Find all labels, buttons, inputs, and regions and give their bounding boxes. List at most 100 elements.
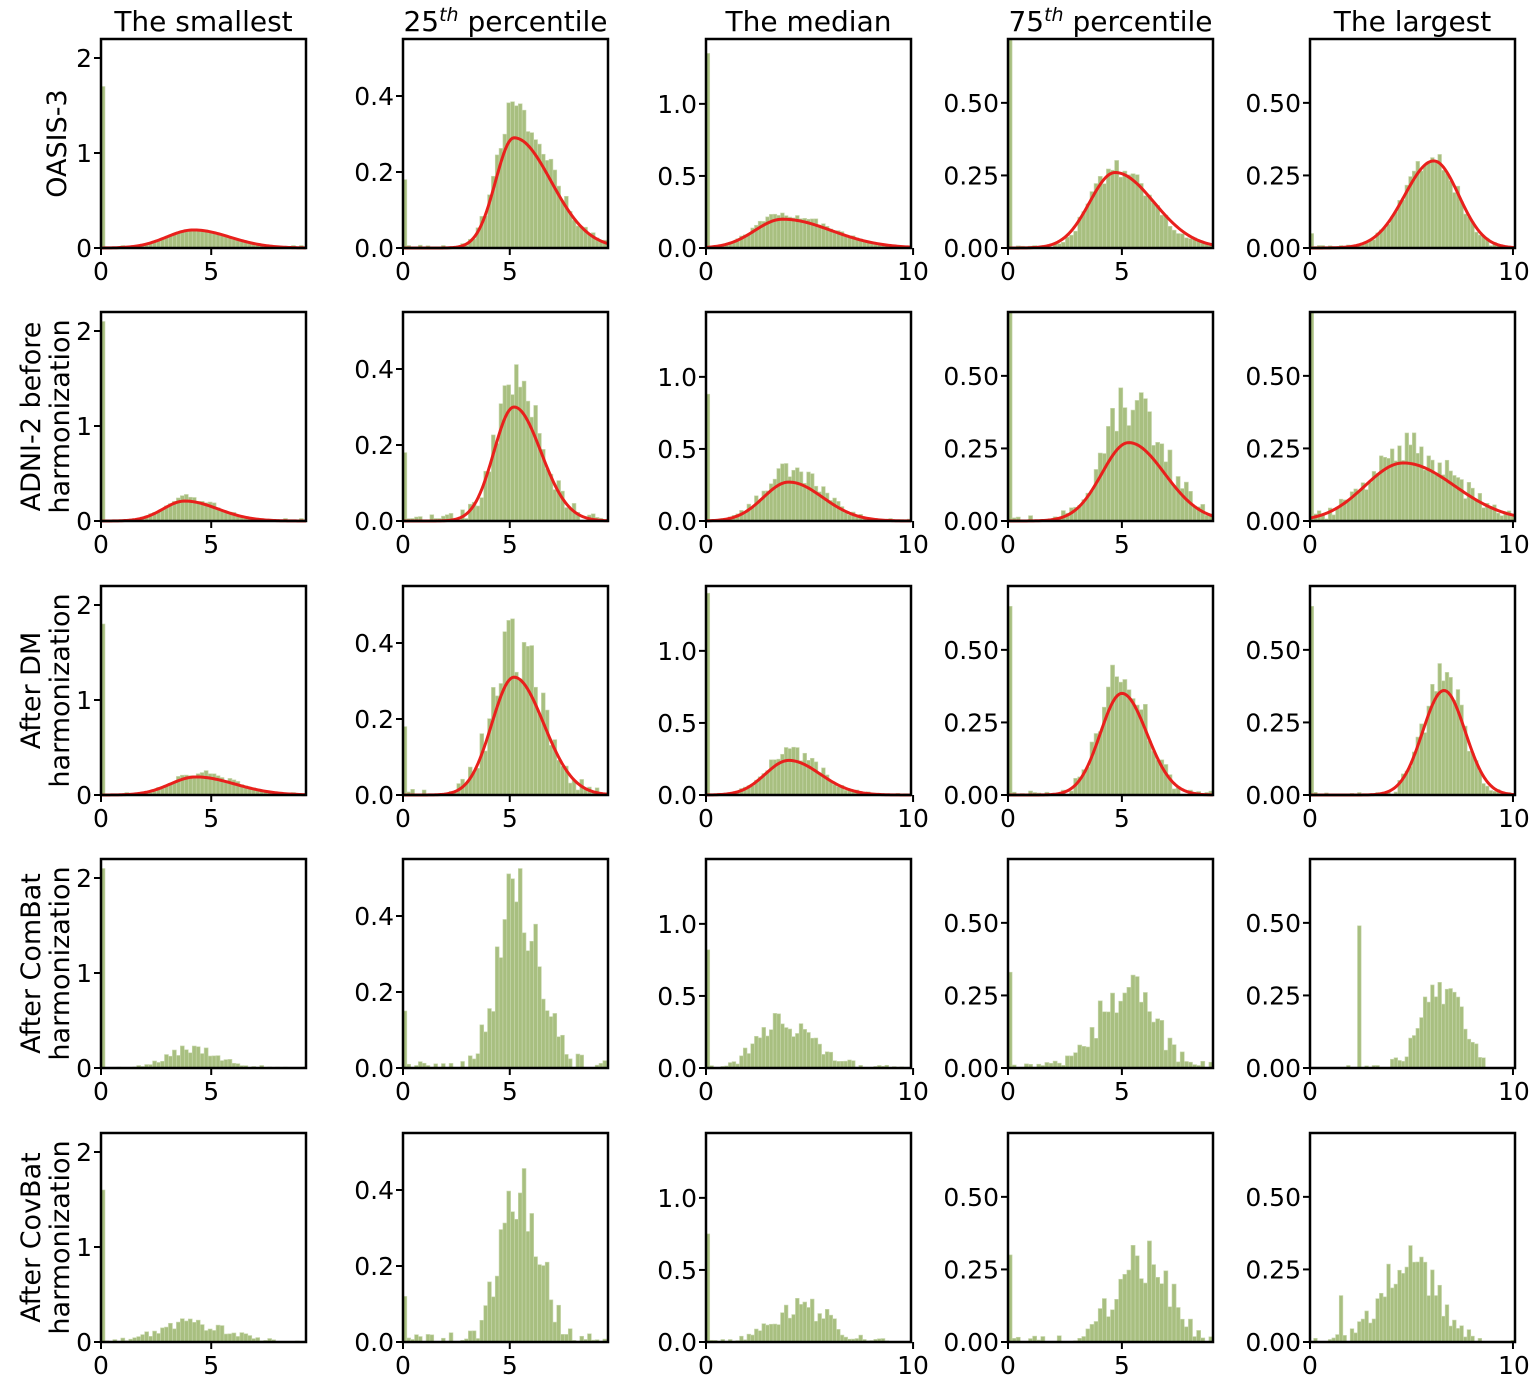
axes-frame bbox=[704, 310, 913, 523]
histogram-bar bbox=[1163, 461, 1169, 522]
histogram-bar bbox=[1134, 400, 1140, 522]
histogram-bar bbox=[1167, 225, 1173, 249]
histogram-bar bbox=[1138, 392, 1144, 522]
histogram-bar bbox=[783, 463, 789, 522]
histogram-bar bbox=[1122, 170, 1128, 249]
x-tick-label: 5 bbox=[1114, 1351, 1130, 1380]
y-tick-label: 0.0 bbox=[657, 781, 697, 810]
histogram-bar bbox=[191, 775, 197, 796]
histogram-bar bbox=[1477, 1057, 1483, 1069]
histogram-bar bbox=[798, 1023, 804, 1069]
histogram-bar bbox=[1393, 460, 1398, 522]
histogram-bar bbox=[575, 225, 581, 249]
histogram-bar bbox=[211, 1330, 217, 1343]
y-tick-label: 0.4 bbox=[354, 902, 394, 931]
y-tick-label: 0.25 bbox=[943, 1255, 999, 1284]
histogram-bar bbox=[1412, 1035, 1417, 1069]
histogram-bar bbox=[152, 1330, 157, 1343]
y-tick-label: 0.00 bbox=[943, 781, 999, 810]
histogram-bar bbox=[824, 492, 830, 522]
histogram-bar bbox=[1375, 473, 1380, 522]
histogram-bar bbox=[1437, 663, 1442, 796]
y-tick-label: 0.50 bbox=[943, 909, 999, 938]
y-tick-label: 0.5 bbox=[657, 982, 697, 1011]
histogram-bar bbox=[521, 932, 527, 1069]
x-tick-label: 0 bbox=[1000, 1077, 1016, 1106]
x-tick-label: 0 bbox=[93, 1077, 109, 1106]
y-tick-label: 0.2 bbox=[354, 158, 394, 187]
histogram-panel: 0.00 0.25 0.50 0 10 bbox=[1245, 310, 1530, 559]
histogram-bar bbox=[810, 1298, 815, 1343]
axes-frame bbox=[704, 584, 913, 797]
histogram-bar bbox=[1163, 214, 1169, 249]
histogram-bar bbox=[1433, 472, 1439, 522]
histogram-bar bbox=[1151, 1021, 1156, 1069]
histogram-bar bbox=[560, 766, 565, 796]
column-title-superscript: th bbox=[439, 4, 459, 26]
y-tick-label: 0.0 bbox=[354, 234, 394, 263]
y-tick-label: 0.25 bbox=[943, 708, 999, 737]
y-tick-label: 0.0 bbox=[657, 1054, 697, 1083]
histogram-bar bbox=[195, 230, 201, 249]
histogram-bar bbox=[199, 1324, 205, 1343]
y-tick-label: 1.0 bbox=[657, 1184, 697, 1213]
histogram-bar bbox=[491, 1011, 496, 1069]
y-tick-label: 0.2 bbox=[354, 978, 394, 1007]
y-tick-label: 0.00 bbox=[1245, 234, 1301, 263]
y-tick-label: 0.5 bbox=[657, 435, 697, 464]
histogram-bar bbox=[552, 1013, 558, 1069]
histogram-bar bbox=[1346, 499, 1351, 522]
histogram-bar bbox=[491, 687, 496, 796]
histogram-bar bbox=[1404, 1056, 1409, 1069]
y-tick-label: 0 bbox=[76, 1054, 92, 1083]
histogram-bar bbox=[1073, 230, 1078, 249]
y-tick-label: 2 bbox=[76, 44, 92, 73]
histogram-bar bbox=[791, 217, 796, 249]
histogram-bar bbox=[795, 467, 800, 522]
y-tick-label: 0 bbox=[76, 234, 92, 263]
histogram-bar bbox=[195, 1319, 201, 1343]
histogram-bar bbox=[1106, 1316, 1111, 1343]
histogram-panel: 0.00 0.25 0.50 0 5 bbox=[943, 857, 1215, 1106]
histogram-bar bbox=[502, 919, 508, 1069]
histogram-bar bbox=[1357, 925, 1362, 1069]
histogram-bar bbox=[172, 1328, 177, 1343]
y-tick-label: 0.00 bbox=[1245, 507, 1301, 536]
histogram-bar bbox=[791, 746, 796, 796]
histogram-bar bbox=[1448, 1325, 1453, 1343]
histogram-bar bbox=[187, 230, 193, 249]
axes-frame bbox=[1006, 584, 1215, 797]
y-tick-label: 2 bbox=[76, 1138, 92, 1167]
histogram-panel: 0.0 0.2 0.4 0 5 bbox=[354, 37, 610, 286]
histogram-bar bbox=[487, 471, 492, 522]
histogram-bar bbox=[514, 901, 519, 1069]
histogram-bar bbox=[1444, 173, 1450, 249]
histogram-panel: 0.0 0.5 1.0 0 10 bbox=[657, 37, 929, 286]
histogram-bar bbox=[791, 469, 796, 522]
histogram-bar bbox=[168, 1322, 173, 1343]
histogram-bar bbox=[487, 1008, 492, 1069]
axes-frame bbox=[99, 1131, 308, 1344]
y-tick-label: 1.0 bbox=[657, 90, 697, 119]
histogram-bar bbox=[761, 1027, 766, 1069]
histogram-bar bbox=[1159, 1283, 1165, 1343]
fitted-density-curve bbox=[705, 480, 912, 523]
histogram-bar bbox=[1452, 699, 1457, 796]
histogram-bar bbox=[750, 1043, 755, 1069]
y-tick-label: 0.50 bbox=[1245, 636, 1301, 665]
row-label: After ComBat bbox=[16, 873, 47, 1054]
histogram-bar bbox=[1470, 1041, 1475, 1069]
axes-frame bbox=[1006, 310, 1215, 523]
histogram-bar bbox=[1143, 195, 1148, 249]
histogram-bar bbox=[1175, 233, 1181, 249]
histogram-bar bbox=[810, 1037, 815, 1069]
axes-frame bbox=[1006, 1131, 1215, 1344]
histogram-bar bbox=[821, 1318, 826, 1343]
x-tick-label: 5 bbox=[203, 530, 219, 559]
histogram-bar bbox=[521, 109, 527, 249]
histogram-bar bbox=[1196, 1330, 1201, 1343]
histogram-bar bbox=[537, 966, 542, 1069]
histogram-bar bbox=[1408, 1245, 1413, 1343]
histogram-bar bbox=[1159, 443, 1165, 522]
column-title: The smallest bbox=[113, 5, 292, 38]
